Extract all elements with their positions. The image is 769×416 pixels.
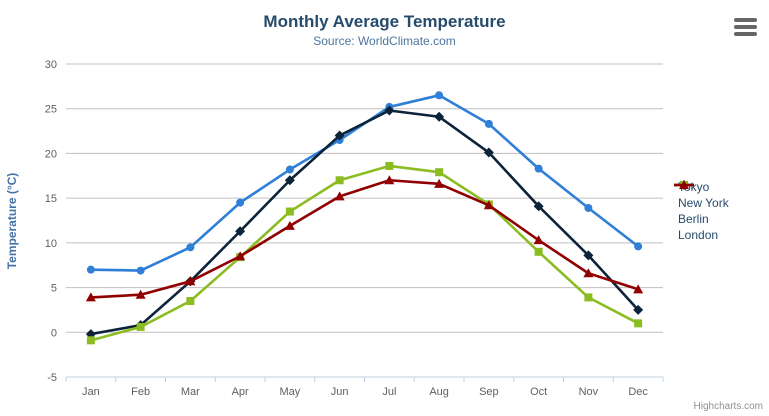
- legend: Tokyo New York Berlin London: [673, 179, 729, 243]
- series-marker-berlin[interactable]: [285, 207, 294, 216]
- legend-item-new-york[interactable]: New York: [673, 180, 729, 211]
- legend-label: London: [678, 228, 719, 242]
- legend-item-london[interactable]: London: [673, 180, 729, 243]
- y-tick-label: 20: [45, 148, 57, 160]
- triangle-legend-icon: [674, 180, 694, 189]
- triangle-marker-icon: [679, 180, 689, 189]
- x-tick-label: Jan: [82, 386, 100, 398]
- y-tick-label: 0: [51, 327, 57, 339]
- x-tick-label: Feb: [131, 386, 150, 398]
- y-tick-label: -5: [47, 372, 57, 384]
- series-marker-new-york[interactable]: [633, 304, 644, 315]
- series-marker-berlin[interactable]: [435, 168, 444, 177]
- series-marker-tokyo[interactable]: [435, 91, 444, 100]
- y-tick-label: 25: [45, 104, 57, 116]
- y-axis-title: Temperature (°C): [5, 172, 19, 270]
- x-tick-label: Sep: [479, 386, 499, 398]
- series-marker-london[interactable]: [533, 235, 544, 245]
- series-marker-new-york[interactable]: [483, 147, 494, 158]
- series-marker-berlin[interactable]: [385, 161, 394, 170]
- series-marker-new-york[interactable]: [583, 250, 594, 261]
- x-tick-label: Oct: [530, 386, 547, 398]
- series-marker-berlin[interactable]: [186, 296, 195, 305]
- series-marker-london[interactable]: [483, 200, 494, 210]
- series-marker-berlin[interactable]: [86, 336, 95, 345]
- legend-label: New York: [678, 196, 729, 210]
- series-marker-tokyo[interactable]: [285, 165, 294, 174]
- series-marker-berlin[interactable]: [335, 176, 344, 185]
- series-marker-london[interactable]: [135, 289, 146, 299]
- series-marker-tokyo[interactable]: [136, 266, 145, 275]
- series-marker-london[interactable]: [384, 175, 395, 185]
- series-marker-london[interactable]: [235, 251, 246, 261]
- hamburger-icon: [733, 32, 757, 36]
- series-marker-london[interactable]: [434, 178, 445, 188]
- series-marker-berlin[interactable]: [136, 322, 145, 331]
- credits-link[interactable]: Highcharts.com: [693, 401, 763, 412]
- y-tick-label: 5: [51, 283, 57, 295]
- y-tick-label: 10: [45, 238, 57, 250]
- x-tick-label: Nov: [579, 386, 599, 398]
- x-tick-label: Dec: [628, 386, 648, 398]
- series-marker-new-york[interactable]: [384, 105, 395, 116]
- series-marker-new-york[interactable]: [284, 175, 295, 186]
- legend-item-berlin[interactable]: Berlin: [673, 181, 729, 227]
- series-marker-london[interactable]: [583, 268, 594, 278]
- x-tick-label: Aug: [429, 386, 449, 398]
- hamburger-icon: [733, 18, 757, 22]
- x-tick-label: Jul: [382, 386, 396, 398]
- export-menu-button[interactable]: [731, 16, 759, 40]
- series-marker-tokyo[interactable]: [86, 265, 95, 274]
- series-line-berlin[interactable]: [89, 164, 640, 342]
- series-marker-london[interactable]: [334, 191, 345, 201]
- series-marker-tokyo[interactable]: [186, 243, 195, 252]
- x-tick-label: Mar: [181, 386, 200, 398]
- series-marker-tokyo[interactable]: [236, 198, 245, 207]
- series-marker-berlin[interactable]: [634, 319, 643, 328]
- legend-label: Berlin: [678, 212, 709, 226]
- chart-subtitle: Source: WorldClimate.com: [313, 34, 456, 48]
- series-marker-tokyo[interactable]: [584, 203, 593, 212]
- series-marker-new-york[interactable]: [434, 111, 445, 122]
- x-tick-label: Apr: [232, 386, 249, 398]
- series-marker-new-york[interactable]: [533, 201, 544, 212]
- series-marker-new-york[interactable]: [334, 130, 345, 141]
- hamburger-icon: [733, 25, 757, 29]
- series-marker-london[interactable]: [284, 220, 295, 230]
- x-tick-label: Jun: [331, 386, 349, 398]
- series-line-new-york[interactable]: [89, 109, 640, 336]
- chart-title: Monthly Average Temperature: [263, 12, 506, 31]
- series-marker-tokyo[interactable]: [534, 164, 543, 173]
- series-marker-berlin[interactable]: [534, 247, 543, 256]
- series-marker-tokyo[interactable]: [484, 119, 493, 128]
- series-marker-new-york[interactable]: [235, 226, 246, 237]
- y-tick-label: 15: [45, 193, 57, 205]
- y-tick-label: 30: [45, 59, 57, 71]
- series-marker-london[interactable]: [85, 292, 96, 302]
- x-tick-label: May: [279, 386, 300, 398]
- series-marker-tokyo[interactable]: [634, 242, 643, 251]
- series-marker-berlin[interactable]: [584, 293, 593, 302]
- series-marker-london[interactable]: [185, 276, 196, 286]
- series-line-london[interactable]: [89, 178, 640, 299]
- series-marker-london[interactable]: [633, 284, 644, 294]
